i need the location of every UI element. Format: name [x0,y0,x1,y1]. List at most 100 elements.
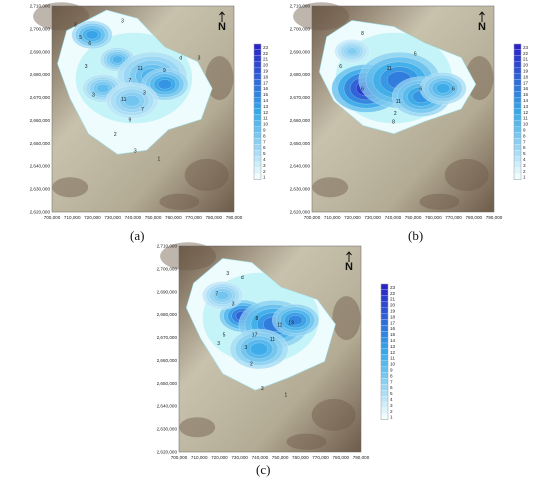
colorbar-swatch [380,348,389,355]
colorbar-label: 8 [390,373,393,378]
y-tick-label: 2,670,000 [290,95,311,100]
y-tick-label: 2,670,000 [157,335,178,340]
colorbar-label: 13 [390,344,396,349]
colorbar-swatch [513,49,522,56]
x-tick-label: 740,000 [252,455,269,460]
colorbar-label: 1 [390,415,393,420]
x-tick-label: 740,000 [125,215,142,220]
x-tick-label: 760,000 [292,455,309,460]
contour-label: 6 [88,41,91,47]
x-tick-label: 730,000 [231,455,248,460]
colorbar-label: 17 [263,80,269,85]
y-tick-label: 2,700,000 [30,26,51,31]
colorbar-swatch [513,108,522,115]
colorbar-label: 8 [263,133,266,138]
y-tick-label: 2,710,000 [290,4,311,9]
colorbar-label: 22 [523,51,529,56]
colorbar-label: 10 [523,122,529,127]
map-panel-a: 3 5 6 3 3 11 7 9 d 3 3 3 11 7 9 2 3 1 2,710,000 2,700,000 2,… [0,0,275,240]
north-label: N [218,21,226,33]
colorbar-label: 18 [523,74,529,79]
colorbar-label: 22 [390,291,396,296]
y-tick-label: 2,660,000 [157,358,178,363]
colorbar-label: 23 [263,45,269,50]
colorbar-swatch [380,413,389,420]
contour-label: 5 [223,333,226,339]
y-tick-label: 2,700,000 [290,26,311,31]
colorbar-label: 6 [390,385,393,390]
terrain-patch [419,193,460,210]
x-tick-label: 780,000 [205,215,222,220]
colorbar-swatch [380,331,389,338]
colorbar-label: 15 [523,92,529,97]
colorbar-label: 7 [523,139,526,144]
terrain-patch [33,2,90,31]
contour-label: 11 [396,99,401,105]
contour-label: 9 [128,117,131,123]
contour-label: 1 [285,392,288,398]
colorbar-label: 3 [523,163,526,168]
terrain-patch [159,193,200,210]
colorbar-label: 21 [263,57,269,62]
colorbar-swatch [380,336,389,344]
contour-label: 6 [414,51,417,57]
x-tick-label: 720,000 [344,215,361,220]
x-tick-label: 790,000 [486,215,503,220]
terrain-patch [205,56,234,101]
y-tick-label: 2,690,000 [157,289,178,294]
x-tick-label: 710,000 [324,215,341,220]
y-tick-label: 2,670,000 [30,95,51,100]
contour-label: 6 [452,86,455,92]
colorbar-swatch [513,138,522,145]
colorbar-swatch [380,283,389,291]
contour-label: 5 [79,35,82,41]
colorbar-label: 19 [523,69,529,74]
contour-label: 2 [114,132,117,138]
colorbar-swatch [513,173,522,180]
x-tick-label: 720,000 [211,455,228,460]
colorbar-swatch [380,325,389,332]
colorbar-label: 4 [523,157,526,162]
contour-label: 11 [277,322,282,328]
y-tick-label: 2,690,000 [290,49,311,54]
colorbar-label: 14 [523,98,529,103]
plot-frame [178,245,362,453]
colorbar-label: 4 [390,397,393,402]
colorbar-swatch [380,360,389,367]
contour-band [85,30,99,40]
plot-frame [311,5,495,213]
terrain-patch [332,296,361,341]
colorbar-swatch [380,307,389,314]
colorbar-swatch [513,161,522,169]
colorbar-swatch [380,342,389,350]
colorbar-label: 8 [523,133,526,138]
colorbar-label: 2 [523,169,526,174]
north-arrow-icon [479,11,485,22]
colorbar-swatch [513,85,522,92]
x-tick-label: 770,000 [185,215,202,220]
colorbar-swatch [380,372,389,379]
contour-label: 7 [141,107,144,113]
x-tick-label: 700,000 [304,215,321,220]
colorbar-label: 4 [263,157,266,162]
x-tick-label: 770,000 [445,215,462,220]
colorbar-label: 10 [390,362,396,367]
contour-label: 11 [387,66,392,72]
colorbar-swatch [380,354,389,361]
y-tick-label: 2,630,000 [157,427,178,432]
contour-band [216,290,229,300]
contour-band [96,83,110,93]
contour-label: 8 [361,31,364,37]
colorbar-label: 6 [523,145,526,150]
colorbar-swatch [380,319,389,326]
colorbar-swatch [513,167,522,174]
colorbar-label: 19 [390,309,396,314]
x-tick-label: 750,000 [145,215,162,220]
colorbar-swatch [513,96,522,104]
colorbar-label: 12 [390,350,396,355]
colorbar-label: 10 [263,122,269,127]
contour-band [124,95,141,107]
colorbar-label: 20 [263,63,269,68]
colorbar-label: 14 [390,338,396,343]
map-panel-c: 3 d 7 3 5 3 8 11 13 11 17 3 2 3 1 2,710,000 2,700,000 2,6… [127,240,402,460]
